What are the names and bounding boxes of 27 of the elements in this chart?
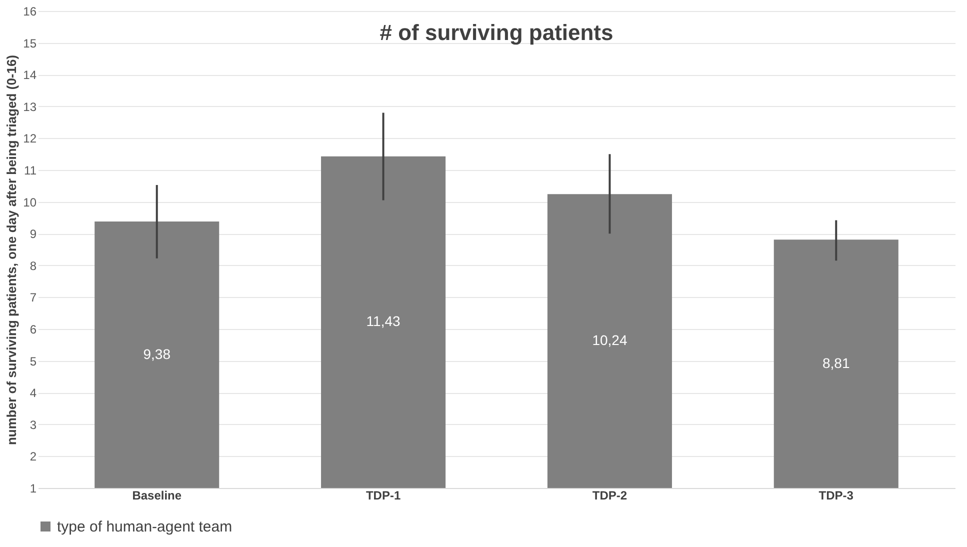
data-label: 11,43 <box>366 313 400 330</box>
data-label: 9,38 <box>143 346 171 362</box>
y-tick-label: 11 <box>24 164 37 178</box>
x-tick-label: TDP-1 <box>366 488 401 502</box>
y-tick-label: 12 <box>23 132 37 146</box>
y-tick-label: 2 <box>30 450 37 464</box>
y-tick-label: 10 <box>23 195 37 210</box>
x-tick-label: TDP-3 <box>818 488 854 502</box>
y-tick-label: 16 <box>23 4 37 18</box>
y-tick-label: 13 <box>23 100 37 114</box>
y-tick-label: 7 <box>30 290 37 305</box>
y-tick-label: 9 <box>30 227 37 242</box>
y-tick-label: 15 <box>23 36 37 50</box>
chart-title: # of surviving patients <box>380 20 614 45</box>
data-label: 8,81 <box>822 354 850 371</box>
y-tick-label: 3 <box>30 418 37 432</box>
y-tick-label: 1 <box>30 482 37 496</box>
y-axis-title: number of surviving patients, one day after being triaged (0-16) <box>4 54 20 446</box>
y-tick-label: 14 <box>23 68 37 82</box>
legend-label: type of human-agent team <box>57 518 232 536</box>
y-tick-label: 8 <box>30 258 37 273</box>
y-tick-label: 4 <box>30 386 37 400</box>
x-tick-label: Baseline <box>132 488 182 502</box>
x-tick-label: TDP-2 <box>592 488 628 502</box>
y-tick-label: 5 <box>30 354 37 368</box>
y-tick-label: 6 <box>30 322 37 336</box>
data-label: 10,24 <box>592 332 628 348</box>
